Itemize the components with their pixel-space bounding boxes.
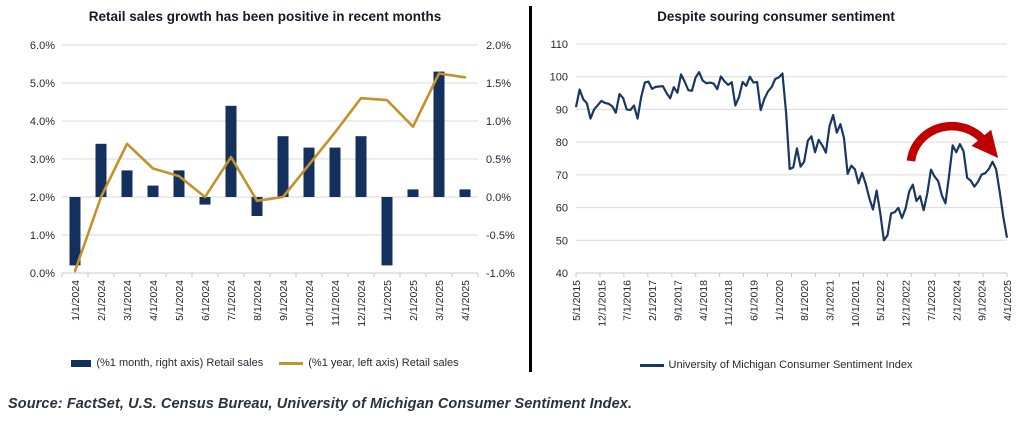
x-axis-date-label: 2/1/2024 <box>951 280 963 321</box>
x-axis-date-label: 1/1/2024 <box>70 280 82 321</box>
retail-mom-bar <box>225 105 237 197</box>
y-axis-tick-label: 100 <box>550 72 568 84</box>
x-axis-date-label: 11/1/2018 <box>723 280 735 326</box>
y-axis-tick-label: 40 <box>556 268 568 280</box>
left-axis-tick-label: 1.0% <box>30 230 55 242</box>
retail-mom-bar <box>459 189 471 197</box>
x-axis-date-label: 6/1/2024 <box>200 280 212 321</box>
x-axis-date-label: 6/1/2019 <box>748 280 760 321</box>
y-axis-tick-label: 80 <box>556 137 568 149</box>
left-axis-tick-label: 4.0% <box>30 116 55 128</box>
x-axis-date-label: 2/1/2024 <box>96 280 108 321</box>
x-axis-date-label: 3/1/2025 <box>434 280 446 321</box>
y-axis-tick-label: 50 <box>556 235 568 247</box>
right-axis-tick-label: -1.0% <box>486 268 515 280</box>
x-axis-date-label: 2/1/2017 <box>647 280 659 321</box>
consumer-sentiment-plot: 40 50 60 70 80 90 100 110 5/1/2015 12/1/2015 7/1/2… <box>550 39 1014 327</box>
left-axis-tick-label: 3.0% <box>30 154 55 166</box>
x-axis-date-label: 5/1/2024 <box>174 280 186 321</box>
retail-mom-bar <box>95 143 107 197</box>
downturn-arrow-icon <box>906 121 999 162</box>
bar-series-legend-label: (%1 month, right axis) Retail sales <box>96 357 264 369</box>
retail-mom-bar <box>251 197 263 216</box>
right-axis-tick-label: 0.0% <box>486 192 511 204</box>
retail-mom-bar <box>433 71 445 197</box>
y-axis-tick-label: 90 <box>556 104 568 116</box>
x-axis-date-label: 7/1/2023 <box>926 280 938 321</box>
retail-sales-plot: 0.0% 1.0% 2.0% 3.0% 4.0% 5.0% 6.0% -1.0% -0.5% 0.… <box>30 40 515 327</box>
x-axis-date-label: 12/1/2024 <box>356 280 368 327</box>
retail-sales-chart: 0.0% 1.0% 2.0% 3.0% 4.0% 5.0% 6.0% -1.0% -0.5% 0.… <box>0 0 530 395</box>
right-chart-legend: University of Michigan Consumer Sentimen… <box>536 359 1016 371</box>
left-chart-legend: (%1 month, right axis) Retail sales (%1 … <box>0 357 530 369</box>
x-axis-date-label: 10/1/2021 <box>850 280 862 327</box>
retail-mom-bar <box>69 197 81 266</box>
consumer-sentiment-chart: 40 50 60 70 80 90 100 110 5/1/2015 12/1/2015 7/1/2… <box>536 0 1016 395</box>
right-chart-title: Despite souring consumer sentiment <box>657 9 895 24</box>
x-axis-date-label: 10/1/2024 <box>304 280 316 327</box>
left-axis-tick-label: 6.0% <box>30 40 55 52</box>
x-axis-date-label: 8/1/2020 <box>799 280 811 321</box>
x-axis-date-label: 9/1/2017 <box>672 280 684 321</box>
retail-mom-bar <box>329 147 341 197</box>
chart-divider <box>529 6 532 372</box>
right-axis-tick-label: 1.0% <box>486 116 511 128</box>
line-series-swatch-icon <box>279 361 304 365</box>
retail-yoy-line <box>73 72 467 273</box>
source-note: Source: FactSet, U.S. Census Bureau, Uni… <box>8 396 633 412</box>
x-axis-date-label: 4/1/2025 <box>1002 280 1014 321</box>
sentiment-legend-label: University of Michigan Consumer Sentimen… <box>668 359 913 371</box>
left-axis-tick-label: 5.0% <box>30 78 55 90</box>
x-axis-date-label: 4/1/2018 <box>698 280 710 321</box>
y-axis-tick-label: 70 <box>556 170 568 182</box>
bar-series-swatch-icon <box>71 359 92 367</box>
x-axis-date-label: 5/1/2022 <box>875 280 887 321</box>
x-axis-date-label: 4/1/2024 <box>148 280 160 321</box>
x-axis-date-label: 4/1/2025 <box>460 280 472 321</box>
x-axis-date-label: 3/1/2024 <box>122 280 134 321</box>
left-axis-tick-label: 2.0% <box>30 192 55 204</box>
x-axis-date-label: 8/1/2024 <box>252 280 264 321</box>
x-axis-date-label: 12/1/2022 <box>901 280 913 327</box>
x-axis-date-label: 2/1/2025 <box>408 280 420 321</box>
retail-mom-bar <box>173 170 185 197</box>
x-axis-date-label: 3/1/2021 <box>825 280 837 321</box>
retail-mom-bar <box>407 189 419 197</box>
right-axis-tick-label: -0.5% <box>486 230 515 242</box>
y-axis-tick-label: 60 <box>556 203 568 215</box>
x-axis-date-label: 12/1/2015 <box>596 280 608 327</box>
retail-mom-bar <box>121 170 133 197</box>
left-axis-tick-label: 0.0% <box>30 268 55 280</box>
retail-mom-bar <box>303 147 315 197</box>
x-axis-date-label: 7/1/2024 <box>226 280 238 321</box>
right-axis-tick-label: 0.5% <box>486 154 511 166</box>
right-axis-tick-label: 1.5% <box>486 78 511 90</box>
y-axis-tick-label: 110 <box>550 39 568 51</box>
sentiment-line <box>574 71 1009 242</box>
right-axis-tick-label: 2.0% <box>486 40 511 52</box>
x-axis-date-label: 9/1/2024 <box>977 280 989 321</box>
left-chart-title: Retail sales growth has been positive in… <box>88 9 442 24</box>
x-axis-date-label: 7/1/2016 <box>622 280 634 321</box>
retail-mom-bar <box>381 197 393 266</box>
x-axis-date-label: 1/1/2020 <box>774 280 786 321</box>
retail-mom-bar <box>147 185 159 197</box>
line-series-legend-label: (%1 year, left axis) Retail sales <box>308 357 459 369</box>
x-axis-date-label: 11/1/2024 <box>330 280 342 326</box>
x-axis-date-label: 5/1/2015 <box>571 280 583 321</box>
x-axis-date-label: 9/1/2024 <box>278 280 290 321</box>
retail-mom-bar <box>355 136 367 197</box>
sentiment-series-swatch-icon <box>639 363 664 367</box>
x-axis-date-label: 1/1/2025 <box>382 280 394 321</box>
retail-mom-bar <box>199 197 211 205</box>
retail-mom-bar <box>277 136 289 197</box>
